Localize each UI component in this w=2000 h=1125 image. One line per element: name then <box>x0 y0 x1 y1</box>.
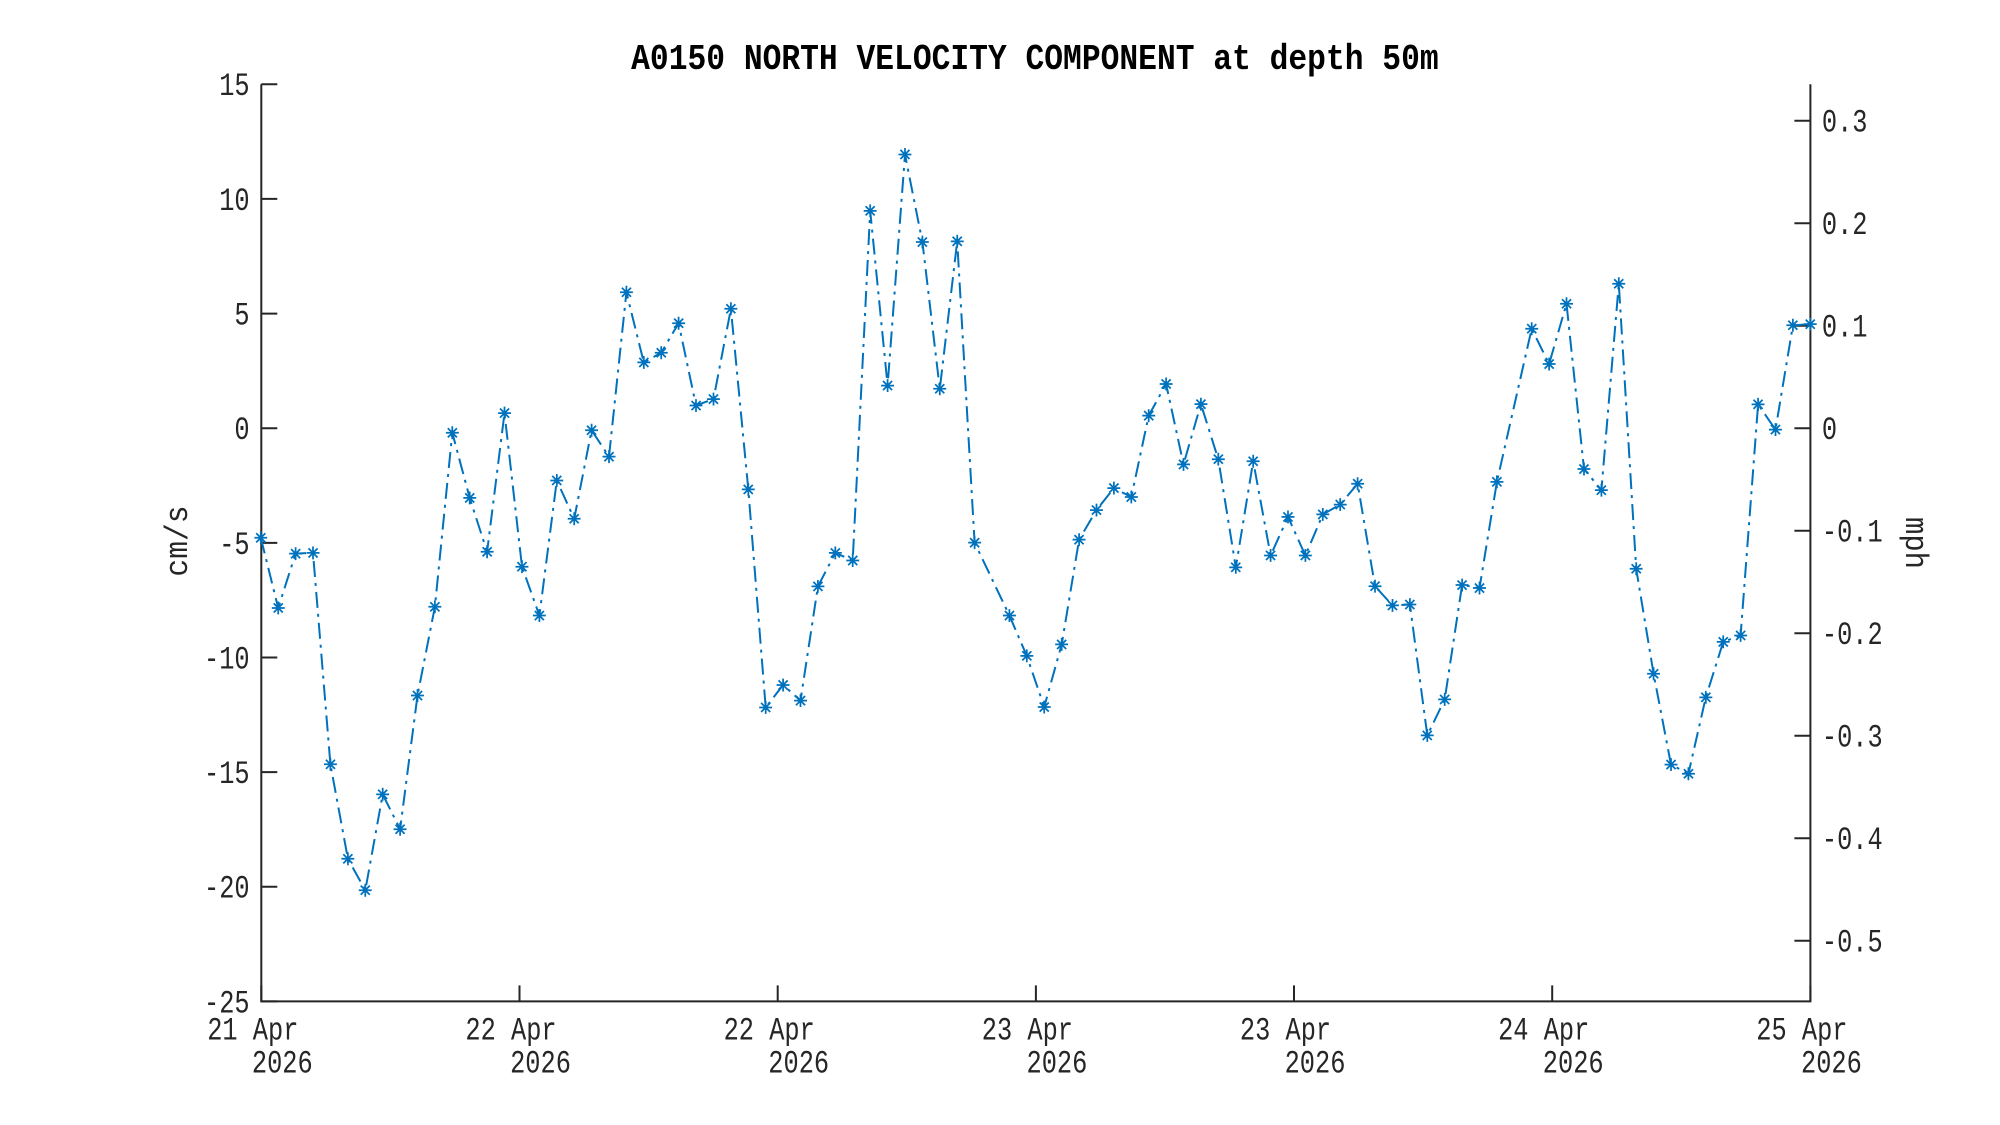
svg-text:-0.3: -0.3 <box>1822 720 1883 757</box>
svg-text:A0150 NORTH VELOCITY COMPONENT: A0150 NORTH VELOCITY COMPONENT at depth … <box>631 39 1439 80</box>
svg-text:-0.4: -0.4 <box>1822 822 1883 859</box>
svg-text:-0.1: -0.1 <box>1822 515 1883 552</box>
svg-text:5: 5 <box>234 298 249 335</box>
svg-text:cm/s: cm/s <box>160 505 197 576</box>
svg-text:-5: -5 <box>219 527 249 564</box>
svg-text:-20: -20 <box>204 871 250 908</box>
svg-text:22 Apr: 22 Apr <box>465 1012 556 1049</box>
svg-text:25 Apr: 25 Apr <box>1756 1012 1847 1049</box>
svg-text:2026: 2026 <box>510 1046 571 1083</box>
svg-text:2026: 2026 <box>252 1046 313 1083</box>
svg-text:0.3: 0.3 <box>1822 105 1868 142</box>
svg-text:0.1: 0.1 <box>1822 310 1868 347</box>
svg-text:10: 10 <box>219 183 249 220</box>
svg-text:2026: 2026 <box>1285 1046 1346 1083</box>
svg-text:22 Apr: 22 Apr <box>724 1012 815 1049</box>
svg-text:23 Apr: 23 Apr <box>1240 1012 1331 1049</box>
svg-text:-15: -15 <box>204 756 250 793</box>
svg-text:21 Apr: 21 Apr <box>207 1012 298 1049</box>
svg-text:-0.2: -0.2 <box>1822 617 1883 654</box>
svg-text:2026: 2026 <box>1801 1046 1862 1083</box>
svg-text:0: 0 <box>234 412 249 449</box>
svg-text:23 Apr: 23 Apr <box>982 1012 1073 1049</box>
svg-text:15: 15 <box>219 68 249 105</box>
svg-text:2026: 2026 <box>768 1046 829 1083</box>
svg-text:2026: 2026 <box>1027 1046 1088 1083</box>
svg-text:0: 0 <box>1822 412 1837 449</box>
svg-text:0.2: 0.2 <box>1822 207 1868 244</box>
svg-text:24 Apr: 24 Apr <box>1498 1012 1589 1049</box>
svg-text:-10: -10 <box>204 641 250 678</box>
svg-text:2026: 2026 <box>1543 1046 1604 1083</box>
svg-text:-25: -25 <box>204 985 250 1022</box>
svg-text:mph: mph <box>1896 517 1933 569</box>
svg-text:-0.5: -0.5 <box>1822 925 1883 962</box>
